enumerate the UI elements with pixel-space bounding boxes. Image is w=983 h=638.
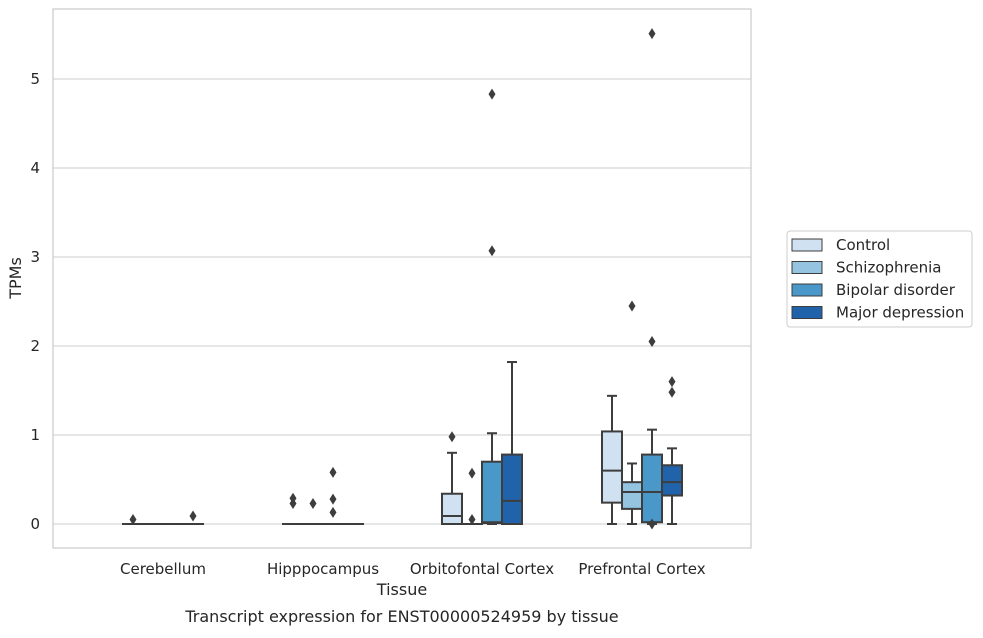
box	[482, 462, 502, 523]
box	[662, 465, 682, 495]
x-tick-labels: Cerebellum Hipppocampus Orbitofontal Corte…	[120, 560, 706, 578]
x-tick-label: Cerebellum	[120, 560, 206, 578]
box	[502, 455, 522, 524]
legend-label: Major depression	[836, 304, 964, 322]
x-tick-label: Hipppocampus	[267, 560, 379, 578]
legend-label: Control	[836, 236, 890, 254]
y-axis-title: TPMs	[6, 257, 25, 300]
legend-swatch	[792, 262, 822, 274]
box	[602, 431, 622, 502]
y-tick-label: 1	[30, 426, 40, 444]
chart-caption: Transcript expression for ENST0000052495…	[184, 607, 618, 626]
legend: Control Schizophrenia Bipolar disorder Majo…	[787, 231, 972, 327]
y-tick-label: 5	[30, 70, 40, 88]
legend-label: Schizophrenia	[836, 259, 941, 277]
x-tick-label: Orbitofontal Cortex	[410, 560, 554, 578]
box	[642, 455, 662, 523]
y-tick-labels: 0 1 2 3 4 5	[30, 70, 40, 533]
y-tick-label: 2	[30, 337, 40, 355]
y-tick-label: 3	[30, 248, 40, 266]
x-axis-title: Tissue	[376, 580, 427, 599]
box	[442, 494, 462, 524]
legend-swatch	[792, 307, 822, 319]
legend-swatch	[792, 284, 822, 296]
legend-swatch	[792, 239, 822, 251]
x-tick-label: Prefrontal Cortex	[578, 560, 705, 578]
y-tick-label: 0	[30, 515, 40, 533]
y-tick-label: 4	[30, 159, 40, 177]
legend-label: Bipolar disorder	[836, 281, 956, 299]
box	[622, 482, 642, 509]
